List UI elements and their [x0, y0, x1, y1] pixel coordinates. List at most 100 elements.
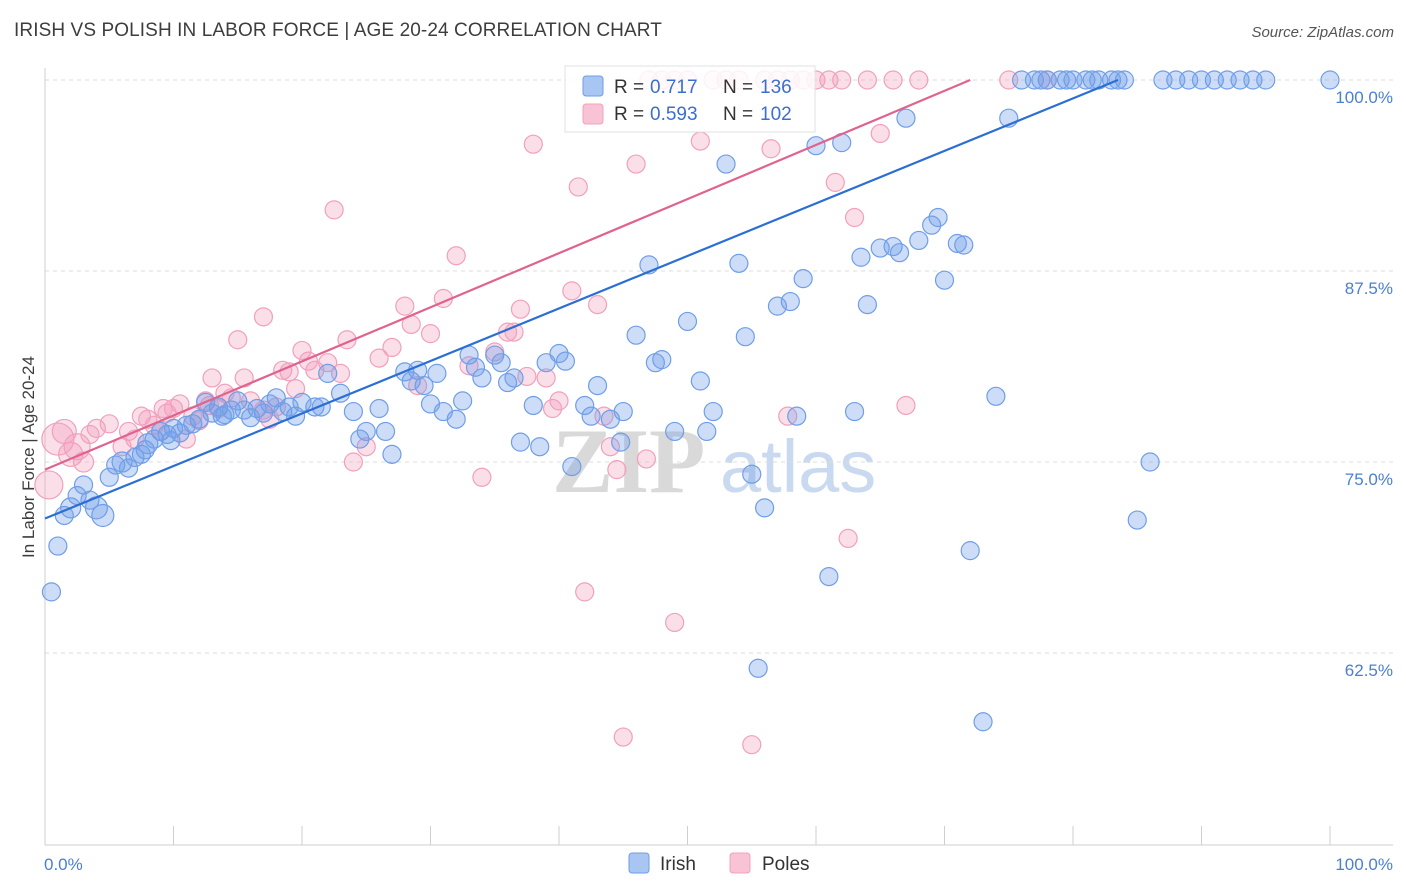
irish-point-99 — [1127, 510, 1147, 530]
y-tick-label-2: 75.0% — [1345, 470, 1393, 489]
irish-point-7 — [91, 503, 115, 528]
irish-point-145 — [401, 371, 421, 391]
irish-point-128 — [735, 327, 755, 347]
legend-box-bg — [564, 65, 816, 133]
irish-point-65 — [690, 371, 710, 391]
bottom-legend-swatch-irish — [628, 852, 650, 874]
chart-title: IRISH VS POLISH IN LABOR FORCE | AGE 20-… — [14, 20, 662, 41]
bottom-legend-swatch-poles — [729, 852, 751, 874]
irish-point-111 — [375, 421, 396, 442]
poles-point-23 — [202, 368, 222, 388]
irish-point-68 — [729, 253, 749, 273]
poles-point-45 — [382, 337, 402, 357]
poles-point-36 — [292, 340, 312, 361]
legend-r-label-poles: R = — [614, 104, 644, 125]
poles-point-84 — [857, 70, 878, 90]
poles-point-88 — [909, 70, 929, 90]
irish-point-127 — [697, 421, 717, 442]
irish-point-106 — [1320, 70, 1340, 90]
poles-point-85 — [870, 123, 890, 144]
irish-point-132 — [928, 207, 948, 228]
y-axis-label: In Labor Force | Age 20-24 — [19, 356, 38, 558]
bottom-legend-label-irish: Irish — [660, 854, 696, 875]
poles-point-66 — [626, 154, 646, 174]
poles-point-97 — [825, 172, 845, 192]
poles-point-83 — [844, 207, 865, 228]
irish-point-134 — [1031, 70, 1051, 90]
legend-box: R = 0.717 N = 136 R = 0.593 N = 102 — [564, 65, 816, 133]
poles-point-75 — [742, 735, 762, 755]
poles-point-98 — [324, 200, 344, 220]
poles-point-82 — [832, 70, 852, 90]
irish-point-48 — [472, 368, 492, 388]
poles-point-8 — [99, 414, 119, 434]
irish-point-37 — [356, 421, 376, 442]
irish-point-13 — [137, 433, 159, 455]
poles-point-87 — [896, 395, 916, 416]
irish-point-117 — [212, 406, 232, 426]
poles-point-53 — [472, 467, 492, 487]
x-tick-label-right: 100.0% — [1335, 855, 1393, 874]
poles-point-100 — [253, 307, 274, 327]
poles-point-46 — [395, 296, 415, 316]
irish-point-100 — [1140, 452, 1160, 472]
poles-point-61 — [575, 582, 595, 602]
irish-point-71 — [767, 296, 788, 316]
poles-point-56 — [510, 299, 531, 319]
poles-point-103 — [636, 449, 656, 469]
irish-point-34 — [318, 363, 338, 383]
irish-trend-line — [44, 78, 1119, 520]
legend-n-label-irish: N = — [723, 77, 753, 98]
poles-point-28 — [234, 368, 254, 388]
irish-point-142 — [427, 363, 447, 383]
irish-point-136 — [1082, 70, 1102, 90]
irish-point-119 — [183, 414, 203, 434]
irish-point-115 — [260, 394, 280, 414]
irish-point-0 — [41, 582, 62, 602]
legend-r-value-irish: 0.717 — [650, 77, 698, 98]
irish-point-63 — [665, 421, 685, 442]
poles-point-49 — [420, 324, 441, 344]
irish-point-130 — [851, 247, 871, 267]
irish-point-8 — [99, 467, 119, 487]
poles-point-44 — [369, 348, 389, 368]
irish-point-75 — [819, 566, 839, 587]
irish-point-45 — [446, 409, 466, 429]
watermark-zip: ZIP — [552, 410, 705, 512]
irish-point-109 — [530, 437, 550, 457]
irish-point-52 — [523, 395, 543, 416]
legend-r-value-poles: 0.593 — [650, 104, 698, 125]
poles-point-65 — [613, 727, 633, 747]
irish-point-107 — [748, 658, 768, 678]
legend-n-value-irish: 136 — [760, 77, 792, 98]
poles-trend-line — [44, 78, 971, 471]
poles-point-0 — [34, 470, 64, 500]
irish-point-64 — [677, 311, 698, 332]
y-tick-labels: 100.0% 87.5% 75.0% 62.5% — [1335, 88, 1393, 680]
irish-point-110 — [491, 353, 511, 373]
irish-point-87 — [973, 712, 993, 732]
irish-point-121 — [135, 440, 155, 460]
irish-point-73 — [793, 269, 813, 289]
legend-r-label-irish: R = — [614, 77, 644, 98]
poles-point-96 — [838, 528, 858, 549]
irish-point-33 — [305, 397, 325, 417]
poles-point-27 — [228, 330, 248, 350]
poles-point-64 — [607, 460, 627, 480]
axes — [44, 68, 1393, 846]
irish-point-60 — [626, 325, 646, 345]
irish-point-88 — [986, 386, 1006, 406]
irish-point-140 — [1230, 70, 1250, 90]
irish-point-1 — [48, 536, 68, 556]
irish-point-82 — [909, 230, 929, 251]
y-tick-label-1: 87.5% — [1345, 279, 1393, 298]
poles-point-102 — [153, 398, 173, 419]
irish-point-36 — [343, 401, 363, 422]
irish-point-38 — [369, 398, 389, 419]
poles-point-58 — [536, 368, 556, 388]
irish-point-133 — [954, 235, 974, 255]
poles-point-99 — [568, 177, 588, 197]
poles-point-59 — [549, 391, 569, 411]
irish-point-124 — [555, 351, 576, 371]
